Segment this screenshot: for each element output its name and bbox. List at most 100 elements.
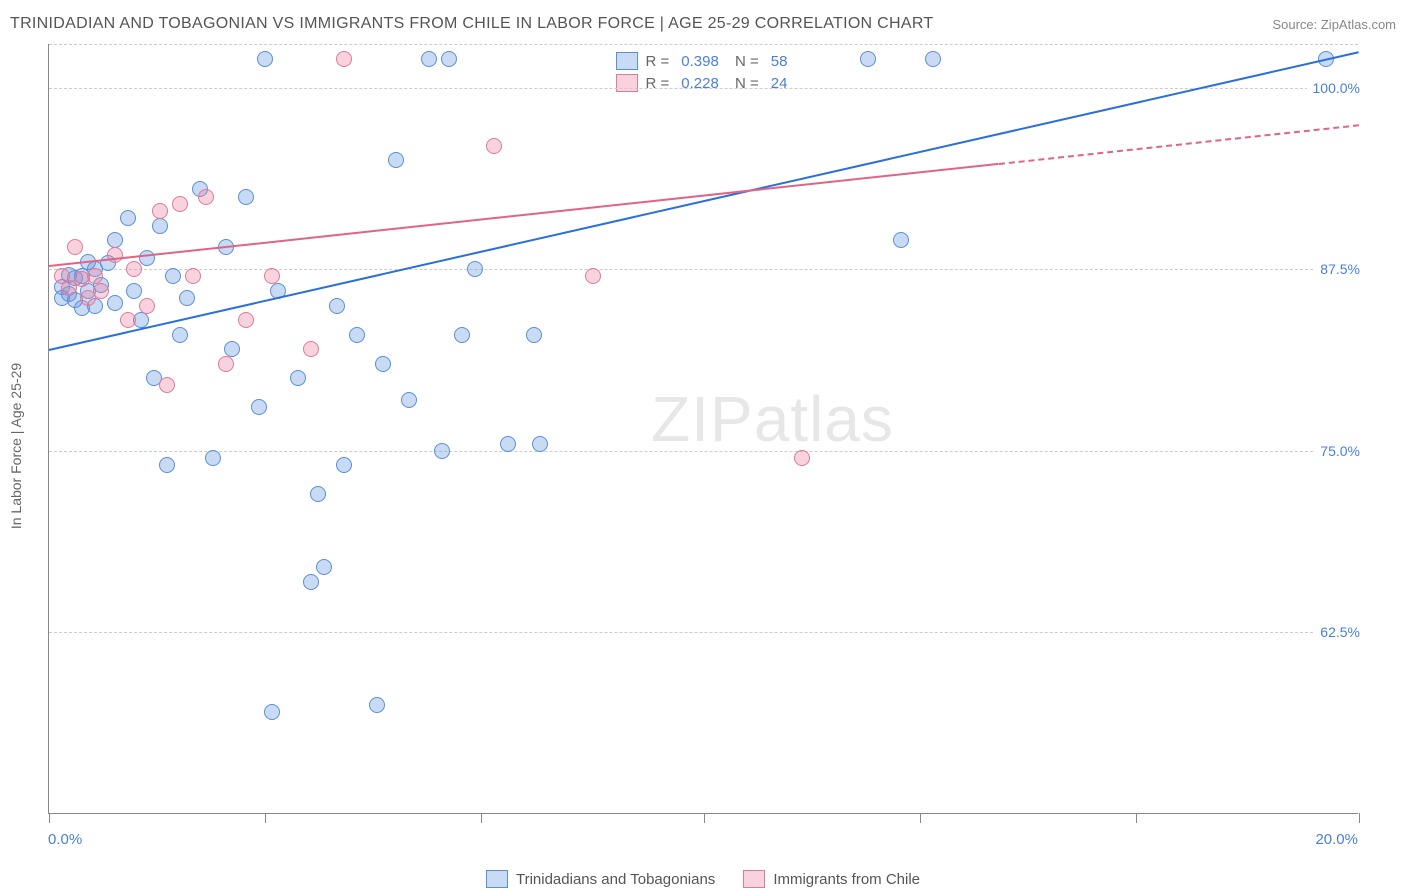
data-point [205,450,221,466]
gridline-h [49,88,1358,89]
data-point [264,704,280,720]
y-axis-label: In Labor Force | Age 25-29 [8,363,24,529]
data-point [165,268,181,284]
legend-series: Trinidadians and Tobagonians Immigrants … [486,870,920,888]
data-point [454,327,470,343]
data-point [120,210,136,226]
data-point [369,697,385,713]
data-point [185,268,201,284]
data-point [486,138,502,154]
x-axis-max-label: 20.0% [1315,831,1358,848]
legend-r-label: R = [646,53,670,70]
legend-label-1: Trinidadians and Tobagonians [516,871,715,888]
data-point [349,327,365,343]
data-point [257,51,273,67]
legend-row-series-2: R = 0.228 N = 24 [616,72,792,94]
data-point [159,457,175,473]
gridline-h [49,632,1358,633]
plot-area: ZIPatlas R = 0.398 N = 58 R = 0.228 N = … [48,44,1358,814]
data-point [532,436,548,452]
data-point [152,203,168,219]
data-point [139,250,155,266]
data-point [238,312,254,328]
gridline-h [49,451,1358,452]
x-tick [704,813,705,823]
x-tick [1359,813,1360,823]
data-point [375,356,391,372]
x-tick [1136,813,1137,823]
data-point [794,450,810,466]
y-tick-label: 62.5% [1314,624,1360,640]
data-point [120,312,136,328]
data-point [329,298,345,314]
data-point [893,232,909,248]
data-point [198,189,214,205]
data-point [316,559,332,575]
data-point [264,268,280,284]
legend-label-2: Immigrants from Chile [773,871,920,888]
legend-r-label: R = [646,75,670,92]
data-point [421,51,437,67]
legend-n-label: N = [731,53,759,70]
data-point [336,457,352,473]
data-point [310,486,326,502]
trend-line [999,124,1359,165]
data-point [290,370,306,386]
data-point [126,261,142,277]
data-point [401,392,417,408]
data-point [303,574,319,590]
data-point [441,51,457,67]
data-point [67,239,83,255]
data-point [925,51,941,67]
legend-swatch-bottom-2 [743,870,765,888]
data-point [251,399,267,415]
data-point [218,356,234,372]
legend-r-value-2: 0.228 [681,75,719,92]
data-point [172,196,188,212]
x-axis-min-label: 0.0% [48,831,82,848]
gridline-h [49,269,1358,270]
legend-swatch-2 [616,74,638,92]
legend-item-2: Immigrants from Chile [743,870,920,888]
x-tick [265,813,266,823]
chart-title: TRINIDADIAN AND TOBAGONIAN VS IMMIGRANTS… [10,15,933,33]
legend-r-value-1: 0.398 [681,53,719,70]
data-point [336,51,352,67]
title-bar: TRINIDADIAN AND TOBAGONIAN VS IMMIGRANTS… [10,8,1396,40]
x-tick [49,813,50,823]
x-tick [920,813,921,823]
legend-row-series-1: R = 0.398 N = 58 [616,50,792,72]
data-point [585,268,601,284]
data-point [139,298,155,314]
legend-item-1: Trinidadians and Tobagonians [486,870,715,888]
legend-n-value-2: 24 [771,75,788,92]
source-attribution: Source: ZipAtlas.com [1272,17,1396,32]
data-point [238,189,254,205]
data-point [172,327,188,343]
data-point [434,443,450,459]
y-tick-label: 75.0% [1314,443,1360,459]
trend-line [49,163,999,267]
watermark: ZIPatlas [651,382,894,456]
legend-swatch-bottom-1 [486,870,508,888]
data-point [860,51,876,67]
data-point [500,436,516,452]
data-point [93,283,109,299]
y-tick-label: 87.5% [1314,261,1360,277]
legend-swatch-1 [616,52,638,70]
data-point [126,283,142,299]
chart-container: TRINIDADIAN AND TOBAGONIAN VS IMMIGRANTS… [0,0,1406,892]
data-point [303,341,319,357]
data-point [467,261,483,277]
data-point [107,295,123,311]
legend-n-value-1: 58 [771,53,788,70]
data-point [388,152,404,168]
data-point [159,377,175,393]
legend-n-label: N = [731,75,759,92]
data-point [526,327,542,343]
x-tick [481,813,482,823]
data-point [152,218,168,234]
gridline-h [49,44,1358,45]
data-point [179,290,195,306]
y-tick-label: 100.0% [1307,80,1360,96]
